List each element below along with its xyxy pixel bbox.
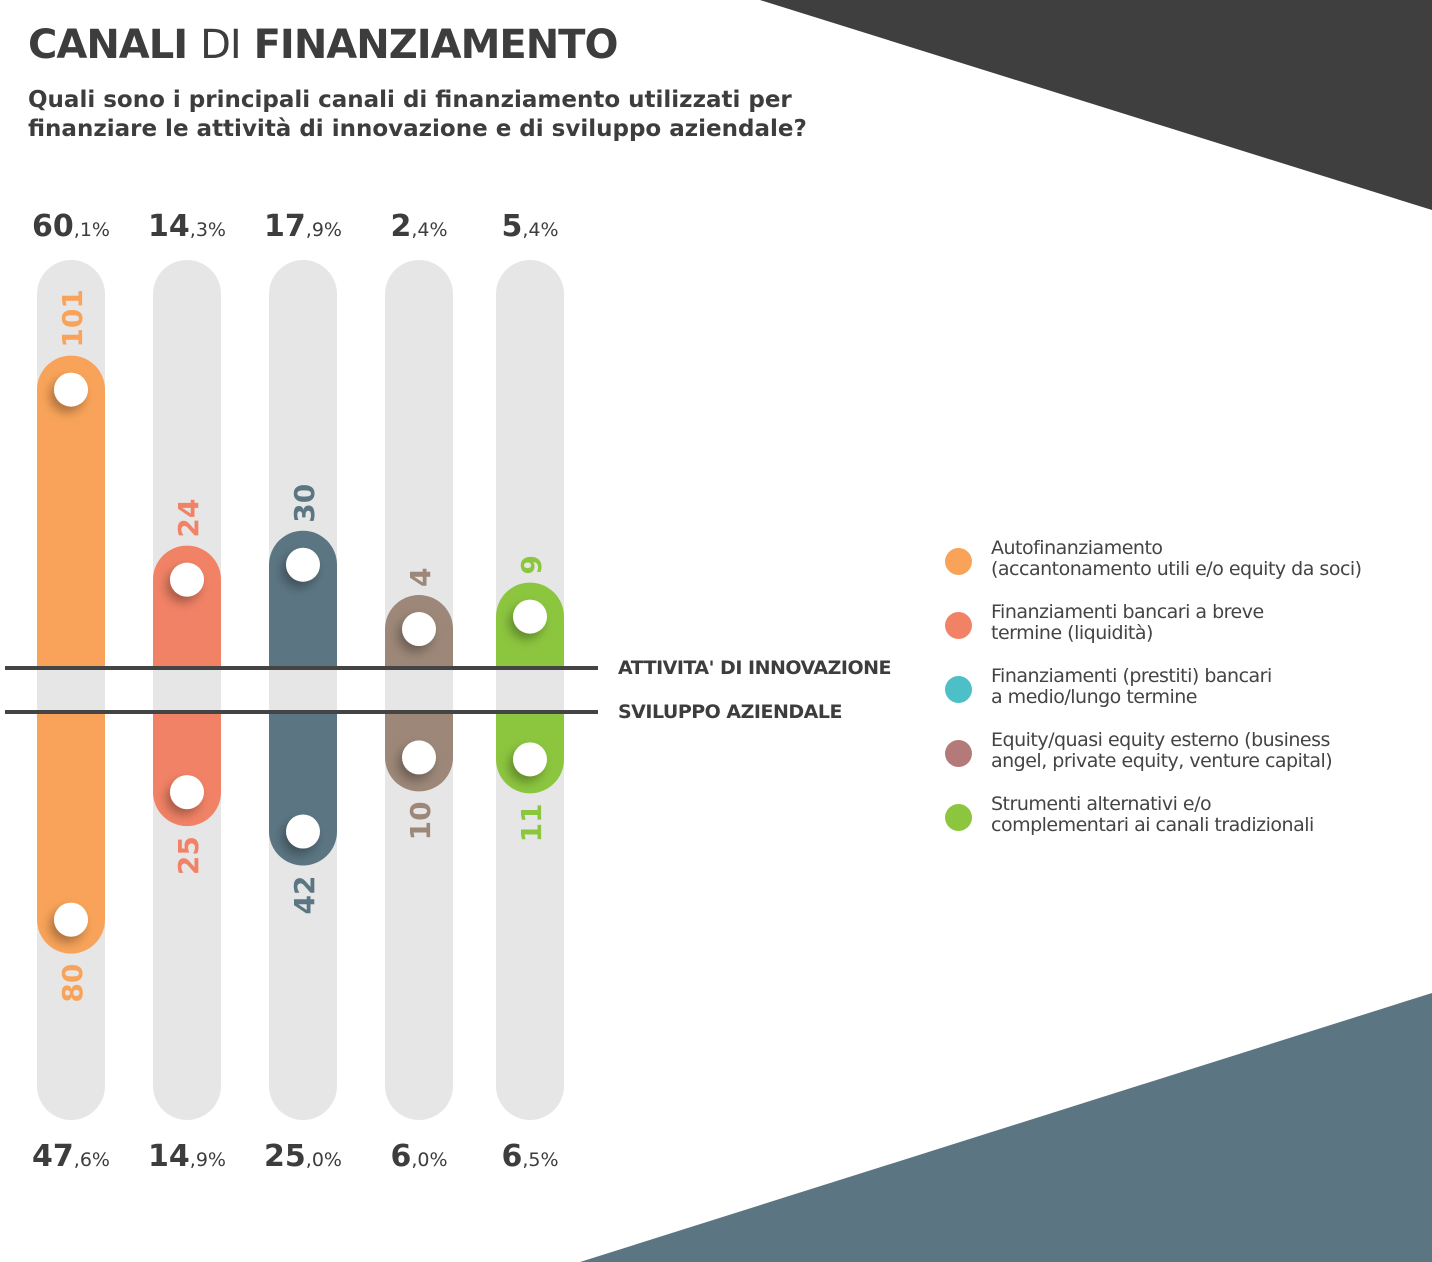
percent-dec: ,0% <box>306 1149 342 1171</box>
percent-dec: ,4% <box>411 219 447 241</box>
percent-dec: ,1% <box>74 219 110 241</box>
percent-label-innovation: 60,1% <box>32 209 110 244</box>
bar-innovation <box>153 545 221 667</box>
value-label-development: 11 <box>515 803 548 842</box>
percent-int: 47 <box>32 1139 74 1174</box>
bar-dot <box>54 902 88 937</box>
bar-dot <box>54 372 88 407</box>
percent-label-development: 14,9% <box>148 1139 226 1174</box>
section-label-innovation: ATTIVITA' DI INNOVAZIONE <box>618 657 892 679</box>
bar-dot <box>170 775 204 810</box>
bar-dot <box>286 547 320 582</box>
percent-int: 25 <box>264 1139 306 1174</box>
title-part: CANALI <box>28 22 188 68</box>
percent-int: 14 <box>148 1139 190 1174</box>
percent-label-innovation: 14,3% <box>148 209 226 244</box>
legend-swatch-icon <box>945 804 972 831</box>
page-title: CANALI DI FINANZIAMENTO <box>28 22 619 68</box>
bar-dot <box>170 562 204 597</box>
bar-development <box>37 713 105 954</box>
legend-swatch-icon <box>945 612 972 639</box>
bar-track <box>385 260 453 1120</box>
value-label-innovation: 24 <box>172 499 205 538</box>
bar-innovation <box>37 355 105 667</box>
bar-dot <box>513 742 547 777</box>
value-label-innovation: 101 <box>56 289 89 347</box>
percent-label-development: 47,6% <box>32 1139 110 1174</box>
legend-swatch-icon <box>945 548 972 575</box>
percent-label-development: 6,5% <box>501 1139 558 1174</box>
bottom-right-triangle <box>580 993 1432 1262</box>
value-label-innovation: 30 <box>288 484 321 523</box>
percent-label-innovation: 5,4% <box>501 209 558 244</box>
legend-label: Equity/quasi equity esterno (business ang… <box>991 729 1333 772</box>
bar-dot <box>286 814 320 849</box>
legend-label: Strumenti alternativi e/o complementari a… <box>991 793 1314 836</box>
legend-swatch-icon <box>945 740 972 767</box>
percent-int: 17 <box>264 209 306 244</box>
percent-int: 6 <box>501 1139 522 1174</box>
percent-dec: ,9% <box>306 219 342 241</box>
legend-label: Finanziamenti (prestiti) bancari a medio/… <box>991 665 1272 708</box>
bar-dot <box>402 740 436 775</box>
title-part: FINANZIAMENTO <box>253 22 619 68</box>
percent-dec: ,5% <box>522 1149 558 1171</box>
bar-innovation <box>269 530 337 667</box>
percent-dec: ,6% <box>74 1149 110 1171</box>
value-label-development: 42 <box>288 876 321 915</box>
bar-development <box>269 713 337 866</box>
value-label-innovation: 4 <box>404 568 437 587</box>
percent-int: 14 <box>148 209 190 244</box>
bar-track <box>269 260 337 1120</box>
percent-int: 5 <box>501 209 522 244</box>
title-part: DI <box>200 22 242 68</box>
percent-dec: ,9% <box>190 1149 226 1171</box>
percent-int: 2 <box>390 209 411 244</box>
value-label-innovation: 9 <box>515 555 548 574</box>
value-label-development: 25 <box>172 836 205 875</box>
percent-int: 6 <box>390 1139 411 1174</box>
legend-label: Finanziamenti bancari a breve termine (li… <box>991 601 1264 644</box>
percent-dec: ,3% <box>190 219 226 241</box>
bar-dot <box>402 612 436 647</box>
value-label-development: 80 <box>56 964 89 1003</box>
percent-int: 60 <box>32 209 74 244</box>
bar-dot <box>513 599 547 634</box>
percent-label-innovation: 17,9% <box>264 209 342 244</box>
percent-label-development: 6,0% <box>390 1139 447 1174</box>
bar-chart: 1018060,1%47,6%242514,3%14,9%304217,9%25… <box>5 209 598 1174</box>
percent-dec: ,0% <box>411 1149 447 1171</box>
legend-label: Autofinanziamento (accantonamento utili e… <box>991 537 1362 580</box>
percent-label-development: 25,0% <box>264 1139 342 1174</box>
subtitle: Quali sono i principali canali di finanz… <box>28 87 807 142</box>
section-label-development: SVILUPPO AZIENDALE <box>618 701 842 723</box>
percent-label-innovation: 2,4% <box>390 209 447 244</box>
percent-dec: ,4% <box>522 219 558 241</box>
bar-development <box>153 713 221 827</box>
bar-track <box>153 260 221 1120</box>
value-label-development: 10 <box>404 801 437 840</box>
legend-swatch-icon <box>945 676 972 703</box>
bar-track <box>496 260 564 1120</box>
top-right-triangle <box>760 0 1432 210</box>
